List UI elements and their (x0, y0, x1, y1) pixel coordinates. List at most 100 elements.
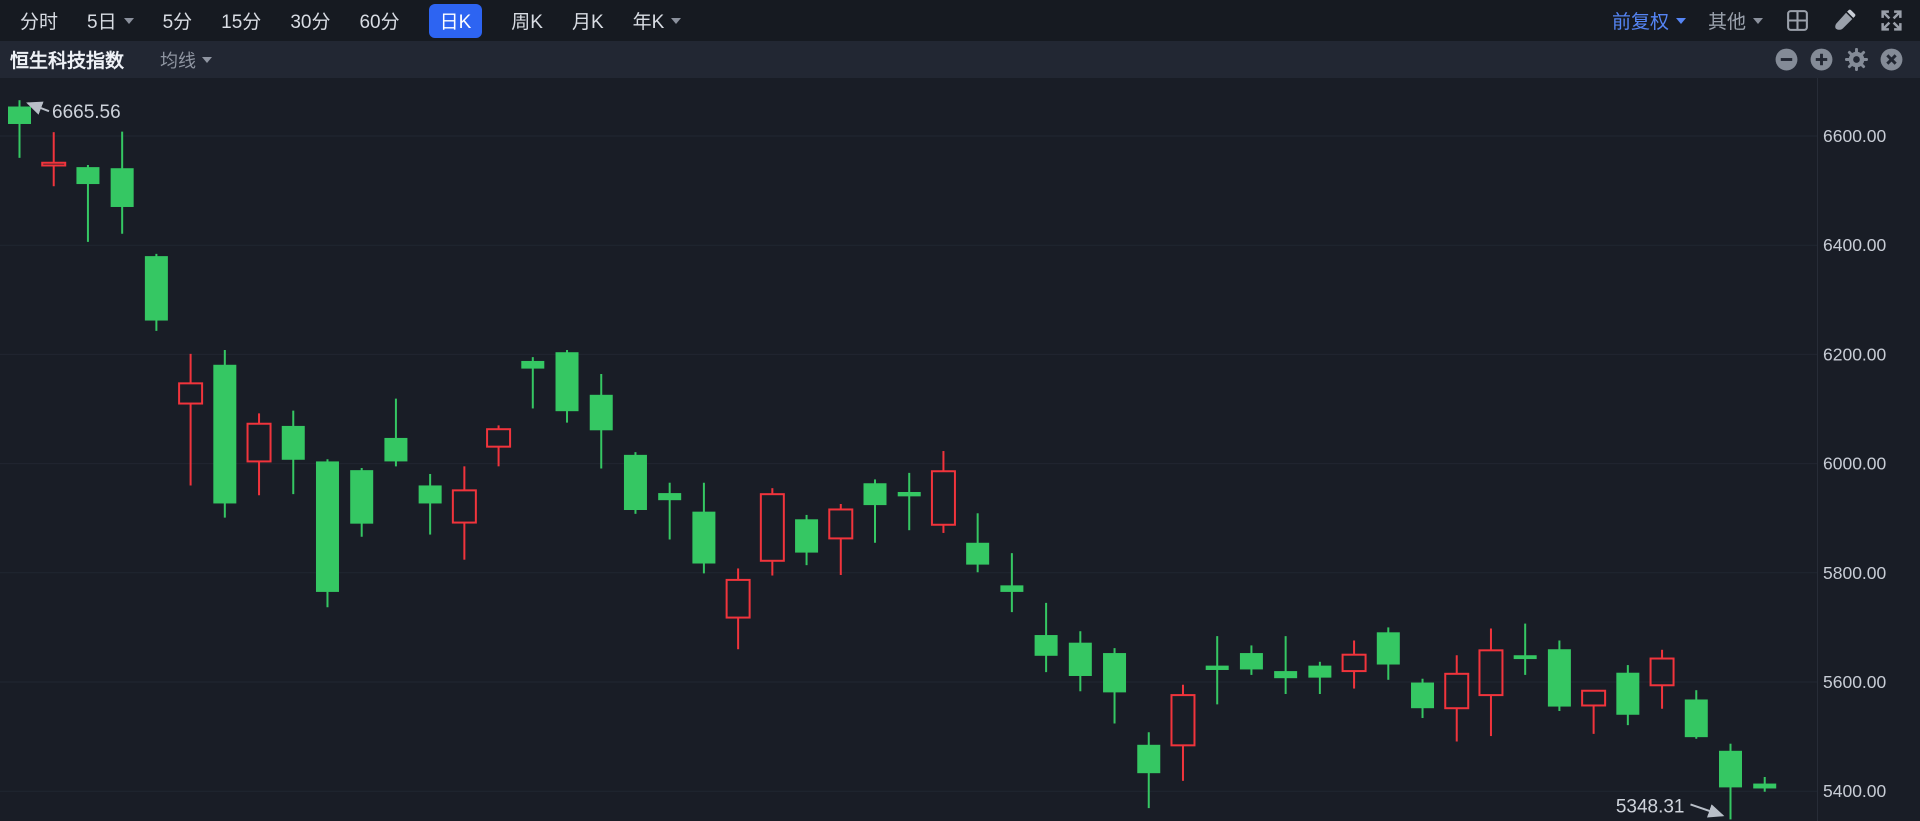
candle[interactable] (144, 253, 168, 331)
tab-30分[interactable]: 30分 (290, 7, 330, 34)
candle[interactable] (350, 467, 374, 537)
candle[interactable] (76, 164, 100, 242)
candle-body-up (1170, 694, 1196, 747)
candle[interactable] (1205, 636, 1229, 705)
candle-body-down (144, 256, 168, 321)
candle[interactable] (486, 425, 512, 467)
candlestick-chart[interactable]: 6600.00 6400.00 6200.00 6000.00 5800.00 5600.… (0, 78, 1920, 821)
candle[interactable] (1341, 640, 1367, 689)
ma-overlay-dropdown[interactable]: 均线 (160, 47, 213, 73)
candle[interactable] (725, 568, 751, 650)
candle[interactable] (1239, 645, 1263, 675)
candle[interactable] (1753, 777, 1777, 792)
candle-body-down (1616, 672, 1640, 715)
candle[interactable] (1170, 684, 1196, 781)
candle[interactable] (1308, 661, 1332, 695)
period-tabs: 分时 5日 5分 15分 30分 60分 日K 周K 月K 年K (20, 3, 682, 38)
candle-body-down (863, 483, 887, 506)
candle-body-up (246, 422, 272, 463)
candle[interactable] (1581, 689, 1607, 734)
zoom-out-icon[interactable] (1774, 47, 1799, 72)
tab-label: 周K (511, 12, 543, 33)
candle[interactable] (1103, 648, 1127, 724)
candle[interactable] (966, 513, 990, 573)
candle-body-up (486, 428, 512, 448)
other-dropdown[interactable]: 其他 (1708, 7, 1763, 34)
candle-body-down (966, 542, 990, 565)
tab-15分[interactable]: 15分 (221, 7, 261, 34)
candle[interactable] (315, 459, 339, 608)
candle[interactable] (795, 514, 819, 566)
candle[interactable] (451, 466, 477, 560)
candle[interactable] (110, 131, 134, 234)
candles (8, 100, 1777, 820)
candle[interactable] (1649, 649, 1675, 709)
candle[interactable] (1444, 655, 1470, 742)
candle[interactable] (1000, 553, 1024, 613)
tab-5日[interactable]: 5日 (87, 7, 134, 34)
brush-icon[interactable] (1832, 8, 1857, 33)
tab-label: 5分 (162, 12, 193, 33)
candle[interactable] (828, 504, 854, 575)
candle[interactable] (246, 413, 272, 496)
candle-body-down (1205, 665, 1229, 670)
candle[interactable] (213, 350, 237, 518)
candle[interactable] (1513, 623, 1537, 675)
fullscreen-icon[interactable] (1879, 8, 1904, 33)
candle-body-down (1547, 649, 1571, 707)
candle[interactable] (1274, 636, 1298, 695)
candle[interactable] (521, 357, 545, 409)
candle[interactable] (8, 100, 31, 158)
candle-body-down (1684, 699, 1708, 738)
candle-body-up (725, 578, 751, 619)
chevron-down-icon (671, 17, 682, 24)
candle[interactable] (41, 132, 67, 187)
candle[interactable] (692, 482, 716, 574)
high-annotation-label: 6665.56 (52, 102, 121, 123)
candle-body-up (1649, 657, 1675, 687)
adjustment-dropdown[interactable]: 前复权 (1612, 7, 1686, 34)
tab-月K[interactable]: 月K (572, 7, 604, 34)
candle[interactable] (863, 479, 887, 543)
candle[interactable] (281, 410, 305, 495)
candle[interactable] (1034, 602, 1058, 673)
grid-layout-icon[interactable] (1785, 8, 1810, 33)
other-label: 其他 (1707, 12, 1746, 33)
candle[interactable] (1068, 631, 1092, 692)
candle[interactable] (1478, 628, 1504, 737)
close-icon[interactable] (1879, 47, 1904, 72)
tab-5分[interactable]: 5分 (163, 7, 193, 34)
candle[interactable] (418, 473, 442, 535)
tab-分时[interactable]: 分时 (20, 7, 58, 34)
candle[interactable] (1376, 627, 1400, 680)
zoom-in-icon[interactable] (1809, 47, 1834, 72)
y-axis-tick-label: 6000.00 (1823, 454, 1887, 474)
candle[interactable] (1684, 690, 1708, 739)
candle-body-down (1034, 635, 1058, 656)
candle[interactable] (897, 472, 921, 531)
candle-body-down (110, 168, 134, 207)
candle[interactable] (658, 482, 682, 540)
candle[interactable] (930, 451, 956, 533)
tab-日K[interactable]: 日K (428, 3, 483, 38)
candle-body-down (1411, 682, 1435, 709)
tab-周K[interactable]: 周K (511, 7, 543, 34)
tab-60分[interactable]: 60分 (359, 7, 399, 34)
tab-年K[interactable]: 年K (633, 7, 682, 34)
settings-gear-icon[interactable] (1844, 47, 1869, 72)
candle[interactable] (759, 488, 785, 576)
candle[interactable] (1137, 732, 1161, 809)
candle[interactable] (1547, 640, 1571, 711)
candle[interactable] (623, 452, 647, 514)
candle[interactable] (555, 350, 579, 423)
candle[interactable] (384, 398, 408, 467)
candle[interactable] (1411, 678, 1435, 719)
candle[interactable] (1719, 743, 1742, 820)
candle-body-down (315, 461, 339, 592)
candle-body-down (418, 485, 442, 504)
period-toolbar: 分时 5日 5分 15分 30分 60分 日K 周K 月K 年K 前复权 其他 (0, 0, 1920, 41)
candle[interactable] (1616, 665, 1640, 726)
candle[interactable] (589, 374, 613, 469)
candle[interactable] (178, 353, 204, 486)
candlestick-canvas[interactable]: 6600.00 6400.00 6200.00 6000.00 5800.00 5600.… (0, 78, 1920, 821)
